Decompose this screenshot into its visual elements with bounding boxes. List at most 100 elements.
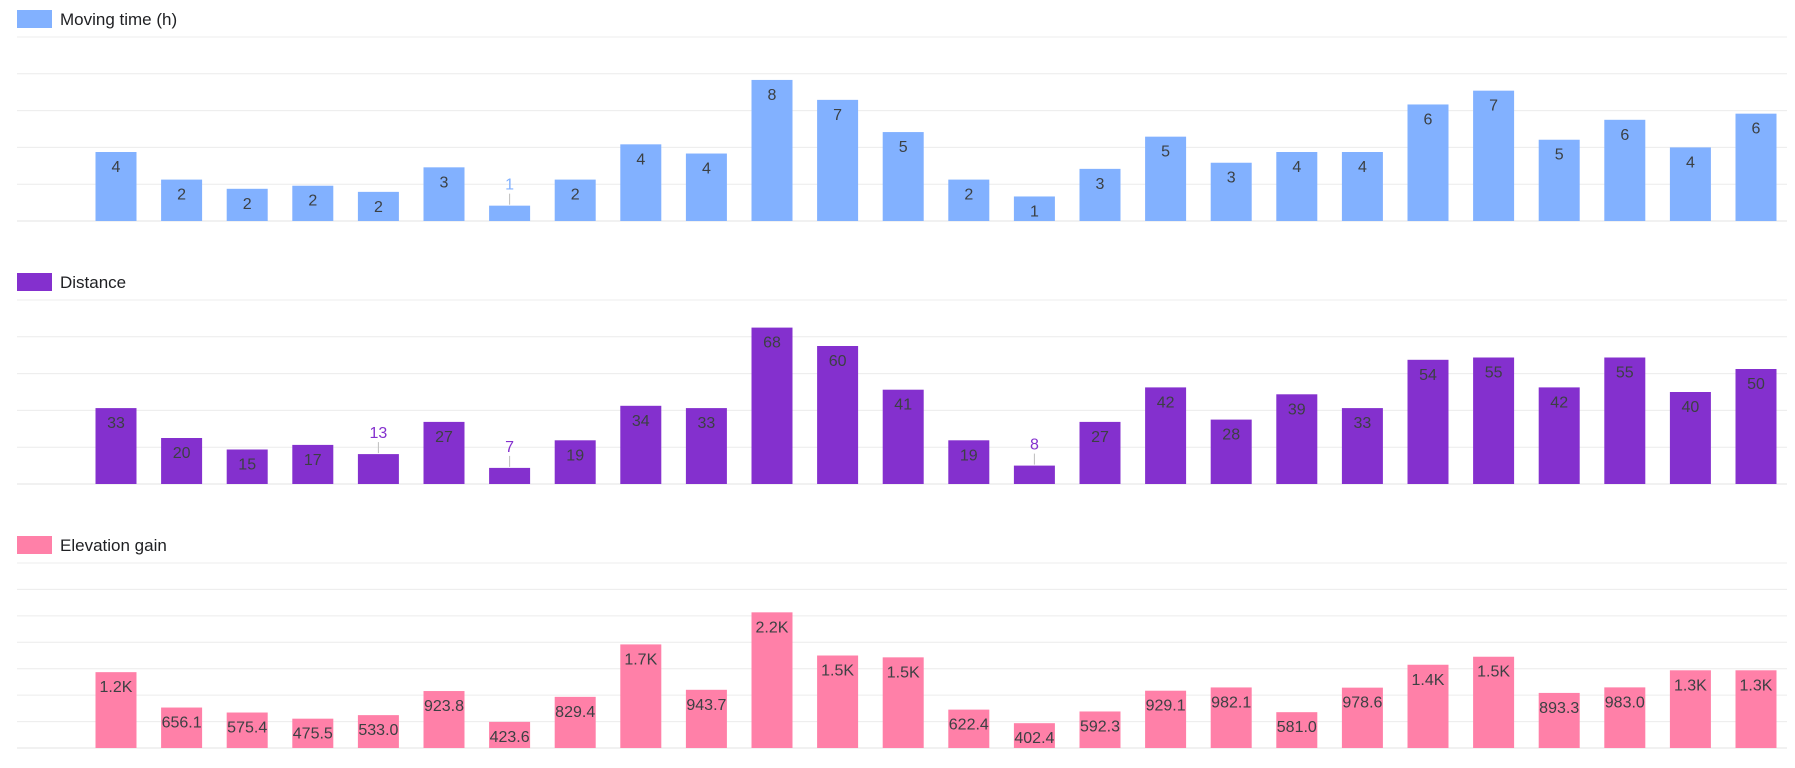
moving-time-h-data-label: 4 bbox=[1358, 159, 1367, 176]
elevation-gain-bar bbox=[882, 657, 924, 748]
elevation-gain-data-label: 978.6 bbox=[1342, 695, 1382, 712]
distance-legend-label: Distance bbox=[60, 273, 126, 292]
elevation-gain-bar bbox=[948, 709, 990, 748]
distance-bar bbox=[620, 405, 662, 484]
distance-bar bbox=[751, 327, 793, 484]
elevation-gain-data-label: 1.5K bbox=[1477, 664, 1510, 681]
elevation-gain-bar bbox=[1276, 712, 1318, 748]
moving-time-h-data-label: 3 bbox=[1096, 176, 1105, 193]
elevation-gain-data-label: 982.1 bbox=[1211, 694, 1251, 711]
distance-data-label: 8 bbox=[1030, 437, 1039, 454]
distance-bar bbox=[1276, 394, 1318, 484]
elevation-gain-data-label: 533.0 bbox=[358, 722, 398, 739]
elevation-gain-data-label: 1.3K bbox=[1740, 677, 1773, 694]
distance-data-label: 55 bbox=[1616, 365, 1634, 382]
elevation-gain-bar bbox=[1341, 687, 1383, 748]
distance-bar bbox=[948, 440, 990, 484]
distance-data-label: 39 bbox=[1288, 401, 1306, 418]
elevation-gain-bar bbox=[1669, 670, 1711, 748]
elevation-gain-data-label: 1.2K bbox=[100, 679, 133, 696]
elevation-gain-data-label: 581.0 bbox=[1277, 719, 1317, 736]
distance-legend-swatch bbox=[17, 273, 52, 291]
moving-time-h-data-label: 5 bbox=[1161, 144, 1170, 161]
moving-time-h-data-label: 2 bbox=[243, 196, 252, 213]
moving-time-h-data-label: 1 bbox=[505, 177, 514, 194]
moving-time-h-data-label: 5 bbox=[1555, 147, 1564, 164]
distance-bar bbox=[161, 438, 203, 484]
elevation-gain-bar bbox=[1013, 723, 1055, 748]
distance-bar bbox=[1341, 408, 1383, 484]
distance-data-label: 33 bbox=[107, 415, 125, 432]
elevation-gain-bar bbox=[620, 644, 662, 748]
distance-bar bbox=[292, 444, 334, 484]
distance-data-label: 60 bbox=[829, 353, 847, 370]
distance-bar bbox=[1079, 421, 1121, 484]
moving-time-h-bar bbox=[685, 153, 727, 221]
moving-time-h-data-label: 2 bbox=[308, 193, 317, 210]
moving-time-h-data-label: 4 bbox=[636, 151, 645, 168]
distance-data-label: 27 bbox=[1091, 429, 1109, 446]
distance-data-label: 54 bbox=[1419, 367, 1437, 384]
moving-time-h-data-label: 2 bbox=[374, 199, 383, 216]
moving-time-h-bar bbox=[1079, 168, 1121, 221]
moving-time-h-bar bbox=[1604, 119, 1646, 221]
moving-time-h-bar bbox=[817, 99, 859, 221]
moving-time-h-data-label: 1 bbox=[1030, 203, 1039, 220]
moving-time-h-bar bbox=[1538, 139, 1580, 221]
elevation-gain-data-label: 983.0 bbox=[1605, 694, 1645, 711]
distance-bar bbox=[423, 421, 465, 484]
moving-time-h-data-label: 2 bbox=[571, 187, 580, 204]
distance-bar bbox=[817, 346, 859, 484]
elevation-gain-bar bbox=[1538, 692, 1580, 748]
elevation-gain-data-label: 943.7 bbox=[686, 697, 726, 714]
elevation-gain-bar bbox=[489, 721, 531, 748]
moving-time-h-legend-swatch bbox=[17, 10, 52, 28]
moving-time-h-bar bbox=[357, 191, 399, 221]
moving-time-h-data-label: 8 bbox=[768, 87, 777, 104]
elevation-gain-bar bbox=[554, 696, 596, 748]
elevation-gain-bar bbox=[1210, 687, 1252, 748]
distance-bar bbox=[226, 449, 268, 484]
elevation-gain-data-label: 1.5K bbox=[821, 663, 854, 680]
elevation-gain-data-label: 575.4 bbox=[227, 720, 267, 737]
elevation-gain-data-label: 829.4 bbox=[555, 704, 595, 721]
elevation-gain-data-label: 423.6 bbox=[490, 729, 530, 746]
moving-time-h-data-label: 5 bbox=[899, 139, 908, 156]
distance-bar bbox=[1407, 359, 1449, 484]
elevation-gain-data-label: 893.3 bbox=[1539, 700, 1579, 717]
distance-data-label: 20 bbox=[173, 445, 191, 462]
moving-time-h-bar bbox=[489, 205, 531, 221]
distance-data-label: 68 bbox=[763, 335, 781, 352]
distance-data-label: 27 bbox=[435, 429, 453, 446]
elevation-gain-data-label: 1.5K bbox=[887, 664, 920, 681]
moving-time-h-bar bbox=[161, 179, 203, 221]
moving-time-h-data-label: 2 bbox=[964, 187, 973, 204]
moving-time-h-data-label: 4 bbox=[702, 161, 711, 178]
distance-bar bbox=[554, 440, 596, 484]
moving-time-h-data-label: 3 bbox=[1227, 170, 1236, 187]
distance-data-label: 33 bbox=[1354, 415, 1372, 432]
distance-bar bbox=[357, 454, 399, 484]
distance-data-label: 15 bbox=[238, 457, 256, 474]
distance-bar bbox=[1538, 387, 1580, 484]
elevation-gain-data-label: 475.5 bbox=[293, 726, 333, 743]
distance-data-label: 50 bbox=[1747, 376, 1765, 393]
elevation-gain-data-label: 402.4 bbox=[1014, 730, 1054, 747]
elevation-gain-legend-swatch bbox=[17, 536, 52, 554]
elevation-gain-bar bbox=[751, 612, 793, 748]
moving-time-h-data-label: 4 bbox=[112, 159, 121, 176]
moving-time-h-bar bbox=[1210, 162, 1252, 221]
distance-data-label: 34 bbox=[632, 413, 650, 430]
moving-time-h-bar bbox=[1407, 104, 1449, 221]
distance-bar bbox=[1145, 387, 1187, 484]
moving-time-h-data-label: 4 bbox=[1292, 159, 1301, 176]
distance-data-label: 19 bbox=[960, 447, 978, 464]
distance-data-label: 19 bbox=[566, 447, 584, 464]
elevation-gain-data-label: 929.1 bbox=[1146, 698, 1186, 715]
elevation-gain-bar bbox=[817, 655, 859, 748]
moving-time-h-data-label: 4 bbox=[1686, 154, 1695, 171]
moving-time-h-bar bbox=[1341, 152, 1383, 221]
elevation-gain-data-label: 2.2K bbox=[756, 619, 789, 636]
